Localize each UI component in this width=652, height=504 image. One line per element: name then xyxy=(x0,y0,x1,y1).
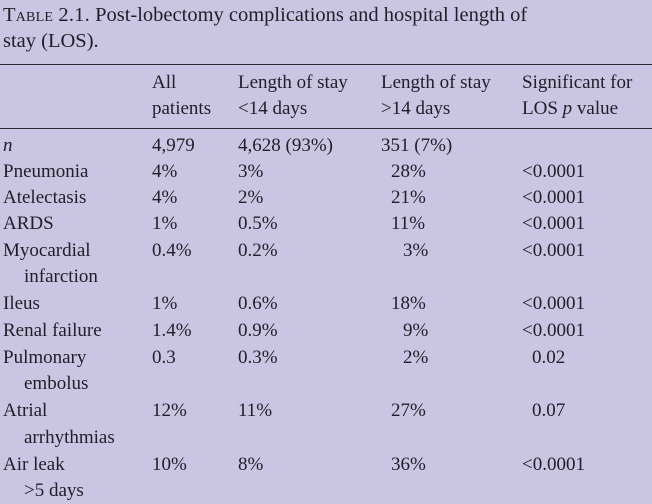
cell-atrial-sig: 0.07 xyxy=(532,400,566,421)
cell-atrial-lt14: 11% xyxy=(238,400,273,421)
cell-pulmonary-gt14: 2% xyxy=(403,347,429,368)
cell-renal-lt14: 0.9% xyxy=(238,320,278,341)
row-label-renal-failure: Renal failure xyxy=(3,320,102,341)
header-gt14-line-1: Length of stay xyxy=(381,72,491,93)
cell-ards-lt14: 0.5% xyxy=(238,213,278,234)
cell-ileus-gt14: 18% xyxy=(391,293,426,314)
row-label-ards: ARDS xyxy=(3,213,54,234)
cell-renal-all: 1.4% xyxy=(152,320,192,341)
row-label-pneumonia: Pneumonia xyxy=(3,161,89,182)
cell-n-lt14: 4,628 (93%) xyxy=(238,135,333,156)
table-number: Table 2.1. xyxy=(3,4,90,26)
cell-myocardial-lt14: 0.2% xyxy=(238,240,278,261)
row-label-atelectasis: Atelectasis xyxy=(3,187,87,208)
header-lt14-line-1: Length of stay xyxy=(238,72,348,93)
header-all-line-1: All xyxy=(152,72,177,93)
cell-myocardial-all: 0.4% xyxy=(152,240,192,261)
row-label-air-leak-cont: >5 days xyxy=(24,480,84,501)
header-los-under-14: Length of stay <14 days xyxy=(238,70,348,122)
cell-atrial-gt14: 27% xyxy=(391,400,426,421)
cell-atelectasis-lt14: 2% xyxy=(238,187,264,208)
cell-ileus-lt14: 0.6% xyxy=(238,293,278,314)
cell-myocardial-gt14: 3% xyxy=(403,240,429,261)
cell-atelectasis-gt14: 21% xyxy=(391,187,426,208)
header-all-line-2: patients xyxy=(152,98,212,119)
cell-air-leak-lt14: 8% xyxy=(238,454,264,475)
header-significance: Significant for LOS p value xyxy=(522,70,632,122)
cell-ards-gt14: 11% xyxy=(391,213,426,234)
row-label-pulmonary-cont: embolus xyxy=(24,373,89,394)
header-lt14-line-2: <14 days xyxy=(238,98,308,119)
table-top-rule xyxy=(0,64,652,65)
header-all-patients: All patients xyxy=(152,70,211,122)
header-sig-line-1: Significant for xyxy=(522,72,633,93)
header-gt14-line-2: >14 days xyxy=(381,98,451,119)
cell-n-all: 4,979 xyxy=(152,135,195,156)
caption-line-1: Post-lobectomy complications and hospita… xyxy=(89,4,528,26)
header-sig-p: p xyxy=(562,98,573,119)
cell-air-leak-sig: <0.0001 xyxy=(522,454,585,475)
cell-myocardial-sig: <0.0001 xyxy=(522,240,585,261)
cell-ards-sig: <0.0001 xyxy=(522,213,585,234)
cell-atelectasis-all: 4% xyxy=(152,187,178,208)
cell-n-gt14: 351 (7%) xyxy=(381,135,453,156)
row-label-pulmonary: Pulmonary xyxy=(3,347,87,368)
cell-atelectasis-sig: <0.0001 xyxy=(522,187,585,208)
cell-pulmonary-all: 0.3 xyxy=(152,347,176,368)
header-sig-line-2: LOS p value xyxy=(522,96,632,122)
row-label-atrial-cont: arrhythmias xyxy=(24,427,115,448)
cell-pneumonia-gt14: 28% xyxy=(391,161,426,182)
cell-pneumonia-all: 4% xyxy=(152,161,178,182)
cell-pulmonary-lt14: 0.3% xyxy=(238,347,278,368)
cell-renal-gt14: 9% xyxy=(403,320,429,341)
row-label-myocardial-cont: infarction xyxy=(24,266,98,287)
header-sig-value: value xyxy=(572,98,619,119)
table-caption: Table 2.1. Post-lobectomy complications … xyxy=(3,2,649,54)
cell-pneumonia-lt14: 3% xyxy=(238,161,264,182)
cell-ileus-all: 1% xyxy=(152,293,178,314)
row-label-air-leak: Air leak xyxy=(3,454,65,475)
table-header-rule xyxy=(0,128,652,129)
cell-air-leak-gt14: 36% xyxy=(391,454,426,475)
row-label-atrial: Atrial xyxy=(3,400,48,421)
row-label-myocardial: Myocardial xyxy=(3,240,91,261)
cell-pulmonary-sig: 0.02 xyxy=(532,347,566,368)
row-label-n: n xyxy=(3,135,13,156)
cell-atrial-all: 12% xyxy=(152,400,187,421)
cell-renal-sig: <0.0001 xyxy=(522,320,585,341)
caption-line-2: stay (LOS). xyxy=(3,30,99,52)
cell-air-leak-all: 10% xyxy=(152,454,187,475)
cell-ards-all: 1% xyxy=(152,213,178,234)
header-los-over-14: Length of stay >14 days xyxy=(381,70,491,122)
cell-pneumonia-sig: <0.0001 xyxy=(522,161,585,182)
row-label-ileus: Ileus xyxy=(3,293,40,314)
cell-ileus-sig: <0.0001 xyxy=(522,293,585,314)
header-sig-los: LOS xyxy=(522,98,563,119)
